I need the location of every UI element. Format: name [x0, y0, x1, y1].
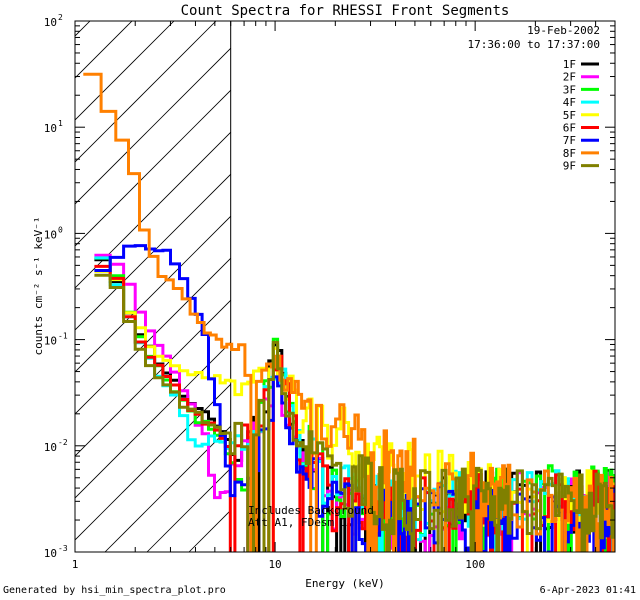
y-tick-label-exponent: 0 — [58, 225, 63, 234]
hatched-region — [75, 21, 231, 552]
y-tick-label: 10 — [44, 16, 57, 29]
hatch-line — [75, 21, 175, 121]
legend-label-3F: 3F — [563, 83, 576, 96]
series-8F-line — [83, 72, 615, 552]
axis-ticks — [74, 20, 616, 553]
legend-label-5F: 5F — [563, 109, 576, 122]
hatch-line — [104, 425, 231, 552]
y-tick-label: 10 — [44, 547, 57, 560]
footer-generated-by: Generated by hsi_min_spectra_plot.pro — [3, 585, 226, 596]
hatch-line — [75, 131, 231, 289]
legend-label-6F: 6F — [563, 122, 576, 135]
footer-timestamp: 6-Apr-2023 01:41 — [539, 585, 636, 596]
series-9F-line — [94, 273, 615, 552]
y-tick-label: 10 — [44, 122, 57, 135]
annotation-background: Includes Background — [248, 504, 374, 517]
legend-label-1F: 1F — [563, 58, 576, 71]
plot-frame — [74, 20, 616, 553]
chart-title: Count Spectra for RHESSI Front Segments — [181, 3, 510, 19]
hatch-line — [75, 341, 231, 499]
y-tick-label-exponent: -1 — [58, 332, 68, 341]
legend-label-7F: 7F — [563, 134, 576, 147]
date-label: 19-Feb-2002 — [527, 24, 600, 37]
x-tick-label: 1 — [72, 558, 79, 571]
y-tick-label-exponent: 2 — [58, 13, 63, 22]
x-tick-label: 100 — [465, 558, 485, 571]
y-tick-label: 10 — [44, 335, 57, 348]
annotation-attenuator: Att A1, FDesm 1 — [248, 516, 347, 529]
y-tick-label: 10 — [44, 441, 57, 454]
hatch-line — [75, 173, 231, 331]
legend-label-4F: 4F — [563, 96, 576, 109]
x-tick-label: 10 — [268, 558, 281, 571]
y-tick-label-exponent: -2 — [58, 438, 68, 447]
hatch-line — [75, 47, 231, 205]
hatch-line — [75, 215, 231, 373]
y-axis-label: counts cm⁻² s⁻¹ keV⁻¹ — [32, 216, 45, 355]
hatch-line — [75, 383, 231, 541]
legend-label-9F: 9F — [563, 160, 576, 173]
hatch-line — [75, 21, 217, 163]
x-axis-label: Energy (keV) — [305, 577, 384, 590]
y-tick-label-exponent: 1 — [58, 119, 63, 128]
y-tick-label: 10 — [44, 228, 57, 241]
y-tick-label-exponent: -3 — [58, 544, 68, 553]
legend-label-2F: 2F — [563, 71, 576, 84]
legend-label-8F: 8F — [563, 147, 576, 160]
hatch-line — [75, 257, 231, 415]
time-label: 17:36:00 to 17:37:00 — [468, 38, 600, 51]
